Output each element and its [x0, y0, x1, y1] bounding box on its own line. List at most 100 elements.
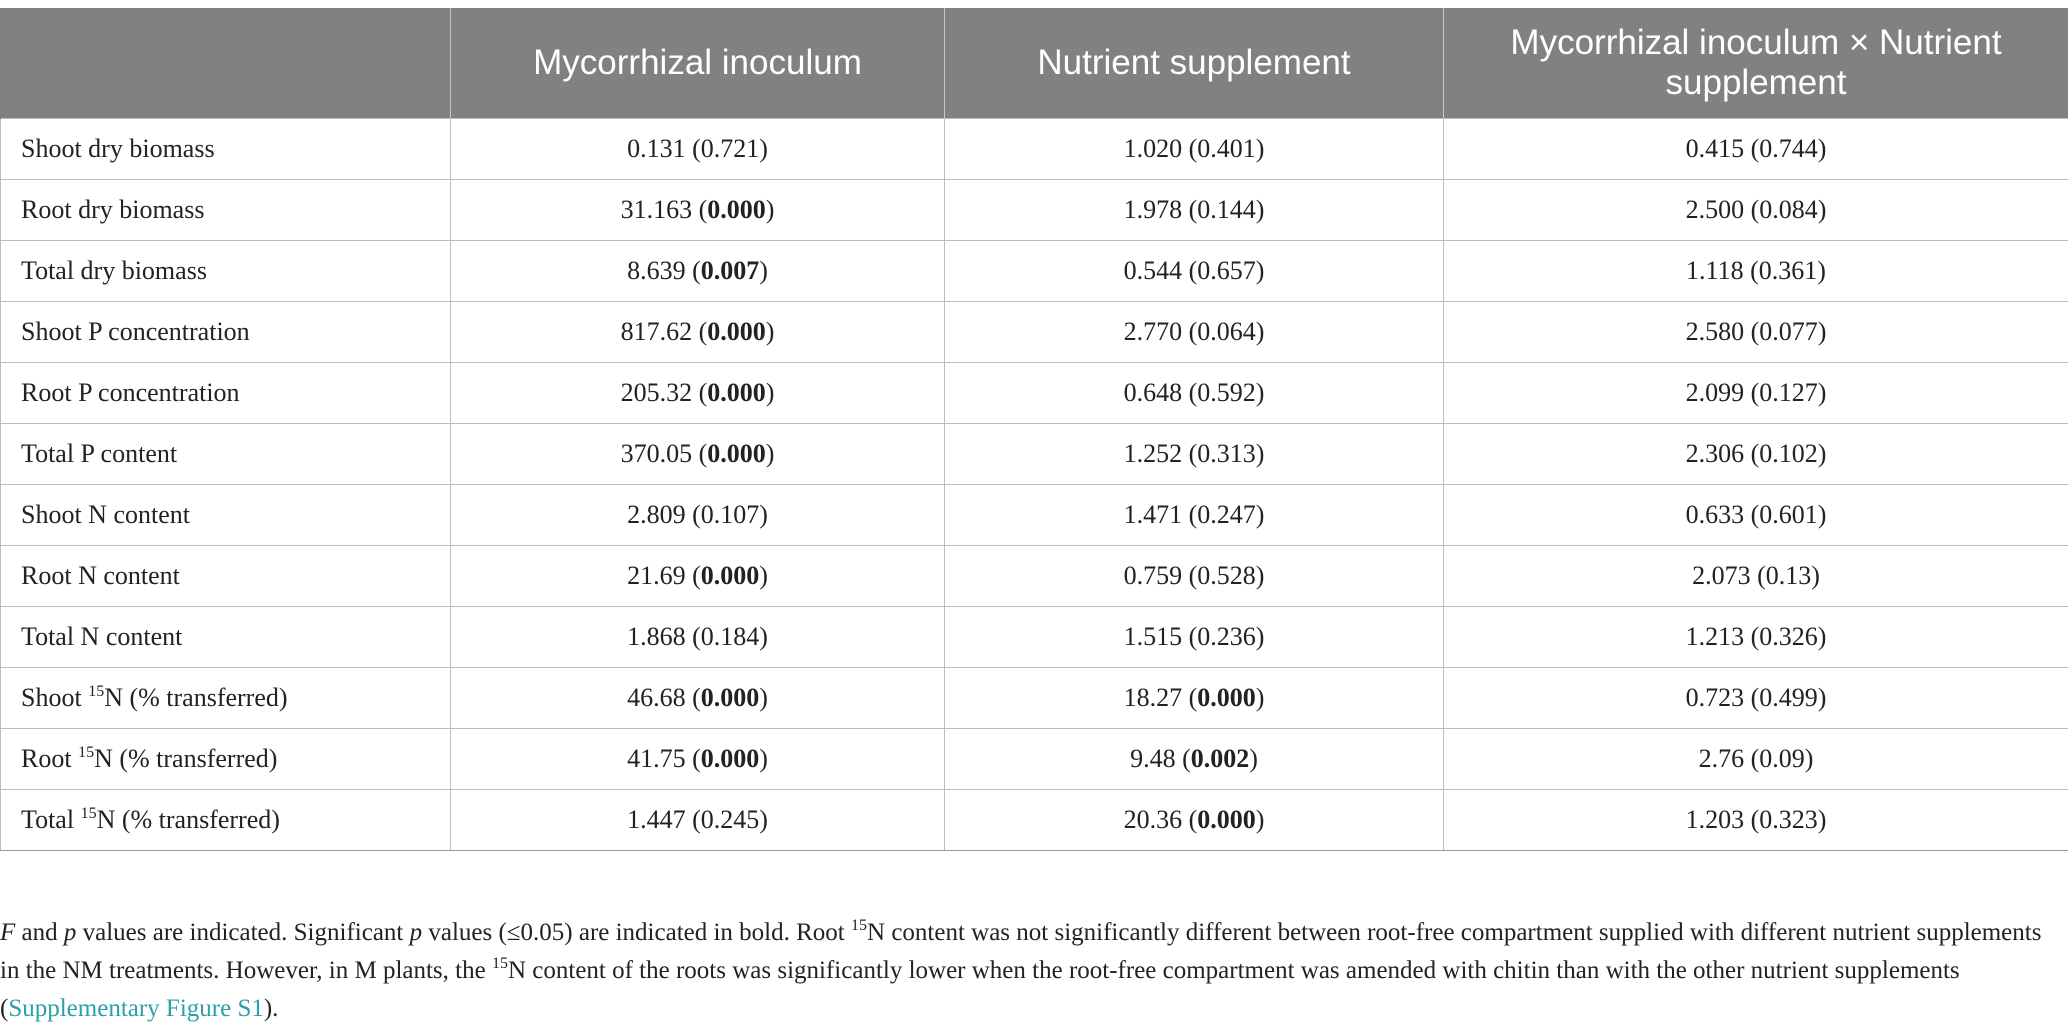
f-value: 1.020 [1124, 134, 1183, 163]
header-row: Mycorrhizal inoculum Nutrient supplement… [1, 8, 2068, 118]
footnote-p-italic-1: p [64, 919, 77, 946]
f-value: 1.213 [1686, 622, 1745, 651]
f-value: 0.723 [1686, 683, 1745, 712]
f-value: 41.75 [627, 744, 686, 773]
row-label-suffix: N (% transferred) [104, 683, 287, 712]
stat-cell: 0.759 (0.528) [945, 545, 1444, 606]
f-value: 2.306 [1686, 439, 1745, 468]
table-row: Total 15N (% transferred) 1.447 (0.245) 20… [1, 789, 2068, 850]
row-label-text: Total N content [21, 622, 182, 651]
f-value: 1.868 [627, 622, 686, 651]
stat-cell: 1.020 (0.401) [945, 118, 1444, 179]
p-value-significant: 0.000 [707, 317, 766, 346]
f-value: 0.633 [1686, 500, 1745, 529]
stat-cell: 370.05 (0.000) [451, 423, 945, 484]
stat-cell: 1.203 (0.323) [1444, 789, 2068, 850]
table-row: Root P concentration 205.32 (0.000) 0.648 … [1, 362, 2068, 423]
p-value: 0.528 [1197, 561, 1256, 590]
f-value: 0.131 [627, 134, 686, 163]
p-value: 0.127 [1759, 378, 1818, 407]
footnote-p-italic-2: p [410, 919, 423, 946]
p-value: 0.107 [701, 500, 760, 529]
header-interaction: Mycorrhizal inoculum × Nutrient suppleme… [1444, 8, 2068, 118]
footnote-text-2: values are indicated. Significant [76, 919, 409, 946]
p-value-significant: 0.000 [707, 195, 766, 224]
row-label-prefix: Total [21, 805, 81, 834]
p-value: 0.601 [1759, 500, 1818, 529]
row-label-isotope-sup: 15 [78, 744, 94, 761]
stat-cell: 31.163 (0.000) [451, 179, 945, 240]
supplementary-figure-link[interactable]: Supplementary Figure S1 [8, 995, 264, 1022]
p-value: 0.323 [1759, 805, 1818, 834]
p-value: 0.102 [1759, 439, 1818, 468]
f-value: 21.69 [627, 561, 686, 590]
stat-cell: 1.868 (0.184) [451, 606, 945, 667]
p-value-significant: 0.000 [707, 378, 766, 407]
stat-cell: 1.213 (0.326) [1444, 606, 2068, 667]
row-label: Shoot dry biomass [1, 118, 451, 179]
table-row: Total N content 1.868 (0.184) 1.515 (0.236… [1, 606, 2068, 667]
table-row: Shoot dry biomass 0.131 (0.721) 1.020 (0.4… [1, 118, 2068, 179]
stat-cell: 20.36 (0.000) [945, 789, 1444, 850]
stat-cell: 1.447 (0.245) [451, 789, 945, 850]
row-label-suffix: N (% transferred) [94, 744, 277, 773]
f-value: 1.252 [1124, 439, 1183, 468]
stat-cell: 0.633 (0.601) [1444, 484, 2068, 545]
header-empty [1, 8, 451, 118]
p-value: 0.09 [1759, 744, 1805, 773]
row-label: Total P content [1, 423, 451, 484]
row-label: Total N content [1, 606, 451, 667]
p-value: 0.326 [1759, 622, 1818, 651]
stat-cell: 2.073 (0.13) [1444, 545, 2068, 606]
f-value: 20.36 [1124, 805, 1183, 834]
p-value-significant: 0.000 [701, 561, 760, 590]
table-header: Mycorrhizal inoculum Nutrient supplement… [1, 8, 2068, 118]
p-value: 0.313 [1197, 439, 1256, 468]
p-value: 0.657 [1197, 256, 1256, 285]
stat-cell: 2.76 (0.09) [1444, 728, 2068, 789]
f-value: 1.118 [1686, 256, 1744, 285]
p-value: 0.401 [1197, 134, 1256, 163]
p-value: 0.184 [701, 622, 760, 651]
f-value: 817.62 [621, 317, 693, 346]
row-label-text: Shoot dry biomass [21, 134, 215, 163]
stat-cell: 1.252 (0.313) [945, 423, 1444, 484]
row-label: Shoot N content [1, 484, 451, 545]
row-label-isotope-sup: 15 [88, 683, 104, 700]
anova-table-container: Mycorrhizal inoculum Nutrient supplement… [0, 8, 2068, 851]
p-value-significant: 0.000 [701, 744, 760, 773]
p-value-significant: 0.000 [707, 439, 766, 468]
table-body: Shoot dry biomass 0.131 (0.721) 1.020 (0.4… [1, 118, 2068, 850]
f-value: 2.073 [1692, 561, 1751, 590]
f-value: 18.27 [1124, 683, 1183, 712]
p-value-significant: 0.000 [1197, 683, 1256, 712]
stat-cell: 1.978 (0.144) [945, 179, 1444, 240]
row-label-text: Total P content [21, 439, 177, 468]
f-value: 0.648 [1124, 378, 1183, 407]
f-value: 2.770 [1124, 317, 1183, 346]
stat-cell: 9.48 (0.002) [945, 728, 1444, 789]
p-value-significant: 0.002 [1191, 744, 1250, 773]
p-value: 0.721 [701, 134, 760, 163]
f-value: 2.76 [1699, 744, 1745, 773]
stat-cell: 46.68 (0.000) [451, 667, 945, 728]
table-row: Root dry biomass 31.163 (0.000) 1.978 (0.1… [1, 179, 2068, 240]
stat-cell: 1.118 (0.361) [1444, 240, 2068, 301]
p-value: 0.499 [1759, 683, 1818, 712]
stat-cell: 817.62 (0.000) [451, 301, 945, 362]
f-value: 46.68 [627, 683, 686, 712]
table-row: Shoot N content 2.809 (0.107) 1.471 (0.247… [1, 484, 2068, 545]
p-value-significant: 0.000 [1197, 805, 1256, 834]
table-row: Shoot 15N (% transferred) 46.68 (0.000) 18… [1, 667, 2068, 728]
stat-cell: 41.75 (0.000) [451, 728, 945, 789]
p-value: 0.13 [1766, 561, 1812, 590]
f-value: 9.48 [1130, 744, 1176, 773]
table-row: Total dry biomass 8.639 (0.007) 0.544 (0.6… [1, 240, 2068, 301]
row-label: Root P concentration [1, 362, 451, 423]
row-label: Root dry biomass [1, 179, 451, 240]
row-label-text: Total dry biomass [21, 256, 207, 285]
row-label-prefix: Shoot [21, 683, 88, 712]
p-value: 0.084 [1759, 195, 1818, 224]
f-value: 0.415 [1686, 134, 1745, 163]
f-value: 370.05 [621, 439, 693, 468]
